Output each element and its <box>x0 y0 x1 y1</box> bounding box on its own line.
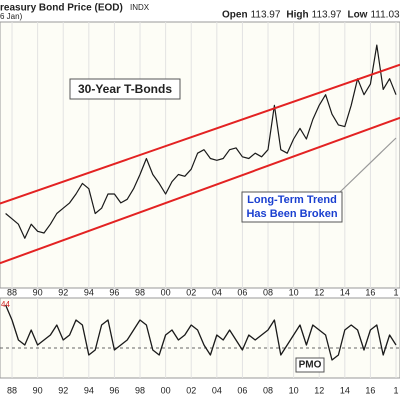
annotation: 30-Year T-Bonds <box>78 82 172 96</box>
x-tick-label: 12 <box>314 385 324 395</box>
annotation: Has Been Broken <box>246 208 337 220</box>
x-tick-label: 90 <box>33 287 43 297</box>
chart-title: reasury Bond Price (EOD) <box>0 3 123 14</box>
x-tick-label: 94 <box>84 385 94 395</box>
x-tick-label: 00 <box>161 385 171 395</box>
x-tick-label: 96 <box>109 287 119 297</box>
x-tick-label: 1 <box>394 385 399 395</box>
annotation-box <box>69 78 181 100</box>
x-tick-label: 14 <box>340 385 350 395</box>
x-tick-label: 02 <box>186 287 196 297</box>
quote-value: 113.97 <box>312 10 342 21</box>
trend-line <box>0 116 400 265</box>
arrow <box>339 137 397 193</box>
quote-value: 113.97 <box>251 10 281 21</box>
exchange: INDX <box>130 3 150 12</box>
price-panel <box>0 21 400 289</box>
x-tick-label: 16 <box>365 287 375 297</box>
annotation-box <box>241 191 343 223</box>
quote-label: High <box>286 10 308 21</box>
pmo-panel <box>0 297 400 379</box>
x-tick-label: 10 <box>289 287 299 297</box>
x-tick-label: 92 <box>58 385 68 395</box>
x-tick-label: 00 <box>161 287 171 297</box>
price-line <box>5 44 397 239</box>
price-line <box>5 304 397 361</box>
x-tick-label: 90 <box>33 385 43 395</box>
x-tick-label: 12 <box>314 287 324 297</box>
x-tick-label: 08 <box>263 287 273 297</box>
quote-label: Low <box>347 10 367 21</box>
x-tick-label: 14 <box>340 287 350 297</box>
annotation: PMO <box>299 360 322 371</box>
quote-value: 111.03 <box>370 10 400 21</box>
x-tick-label: 94 <box>84 287 94 297</box>
x-tick-label: 06 <box>237 287 247 297</box>
annotation: Long-Term Trend <box>247 194 337 206</box>
x-tick-label: 88 <box>7 287 17 297</box>
x-tick-label: 88 <box>7 385 17 395</box>
x-tick-label: 16 <box>365 385 375 395</box>
x-tick-label: 1 <box>394 287 399 297</box>
quote-label: Open <box>222 10 248 21</box>
x-tick-label: 04 <box>212 385 222 395</box>
x-tick-label: 96 <box>109 385 119 395</box>
trend-line <box>0 63 400 205</box>
x-tick-label: 92 <box>58 287 68 297</box>
x-tick-label: 10 <box>289 385 299 395</box>
annotation-box <box>295 357 325 373</box>
x-tick-label: 06 <box>237 385 247 395</box>
x-tick-label: 02 <box>186 385 196 395</box>
date: 6 Jan) <box>0 12 23 21</box>
x-tick-label: 08 <box>263 385 273 395</box>
x-tick-label: 98 <box>135 385 145 395</box>
x-tick-label: 04 <box>212 287 222 297</box>
x-tick-label: 98 <box>135 287 145 297</box>
pmo-value: 44 <box>1 300 10 309</box>
